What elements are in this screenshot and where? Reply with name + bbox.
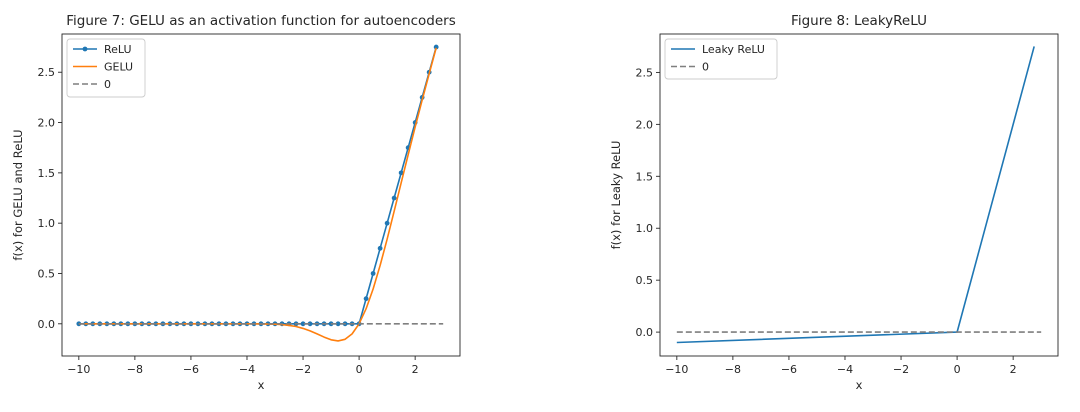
y-tick-label: 2.0	[636, 118, 654, 131]
chart-title: Figure 7: GELU as an activation function…	[66, 13, 456, 29]
x-axis-label: x	[856, 378, 863, 392]
plot-frame	[659, 33, 1059, 357]
chart-title: Figure 8: LeakyReLU	[791, 13, 927, 29]
legend-label-relu: ReLU	[104, 43, 132, 56]
legend-label-zero: 0	[104, 78, 111, 91]
x-tick-label: 2	[412, 363, 419, 376]
legend: ReLU GELU 0	[66, 38, 146, 98]
y-axis-label: f(x) for GELU and ReLU	[11, 129, 25, 260]
data-point-relu	[370, 271, 376, 276]
x-tick-label: −6	[781, 363, 797, 376]
y-tick-label: 2.5	[38, 66, 56, 79]
y-tick-label: 1.5	[38, 167, 56, 180]
x-tick-label: 0	[954, 363, 961, 376]
data-point-relu	[335, 321, 341, 327]
y-tick-label: 0.5	[636, 274, 654, 287]
data-point-relu	[377, 245, 383, 251]
x-tick-label: −2	[295, 363, 311, 376]
chart-1: Figure 7: GELU as an activation function…	[11, 13, 461, 392]
plot-data	[676, 46, 1042, 344]
data-point-relu	[398, 170, 404, 176]
x-tick-label: −6	[183, 363, 199, 376]
data-point-relu	[433, 44, 439, 50]
legend-marker-relu	[82, 46, 88, 52]
legend-label-gelu: GELU	[104, 61, 133, 74]
x-tick-label: 2	[1010, 363, 1017, 376]
x-tick-label: −10	[67, 363, 90, 376]
y-tick-label: 1.5	[636, 170, 654, 183]
data-point-relu	[363, 296, 369, 302]
plot-data	[76, 44, 444, 342]
series-line-leaky-relu	[676, 46, 1035, 344]
x-tick-label: −4	[239, 363, 255, 376]
chart-2: Figure 8: LeakyReLU −10 −8 −6 −4 −2 0 2 0.0 0.5 1.…	[609, 13, 1059, 392]
x-tick-label: −10	[665, 363, 688, 376]
y-tick-label: 2.0	[38, 117, 56, 130]
x-axis-label: x	[258, 378, 265, 392]
data-point-relu	[300, 321, 306, 327]
data-point-relu	[391, 195, 397, 201]
y-tick-label: 0.0	[636, 326, 654, 339]
legend: Leaky ReLU 0	[664, 38, 778, 80]
y-tick-label: 0.5	[38, 267, 56, 280]
y-axis-label: f(x) for Leaky ReLU	[609, 141, 623, 250]
legend-label-leaky-relu: Leaky ReLU	[702, 43, 765, 56]
data-point-relu	[384, 220, 390, 226]
x-tick-label: −4	[837, 363, 853, 376]
data-point-relu	[76, 321, 82, 327]
y-tick-label: 1.0	[636, 222, 654, 235]
x-tick-label: −8	[127, 363, 143, 376]
y-tick-label: 0.0	[38, 318, 56, 331]
data-point-relu	[307, 321, 313, 327]
legend-label-zero: 0	[702, 61, 709, 74]
y-tick-label: 1.0	[38, 217, 56, 230]
x-tick-label: −2	[893, 363, 909, 376]
x-tick-label: 0	[356, 363, 363, 376]
x-tick-label: −8	[725, 363, 741, 376]
legend-box	[66, 38, 146, 98]
y-tick-label: 2.5	[636, 66, 654, 79]
plot-frame	[61, 33, 461, 357]
